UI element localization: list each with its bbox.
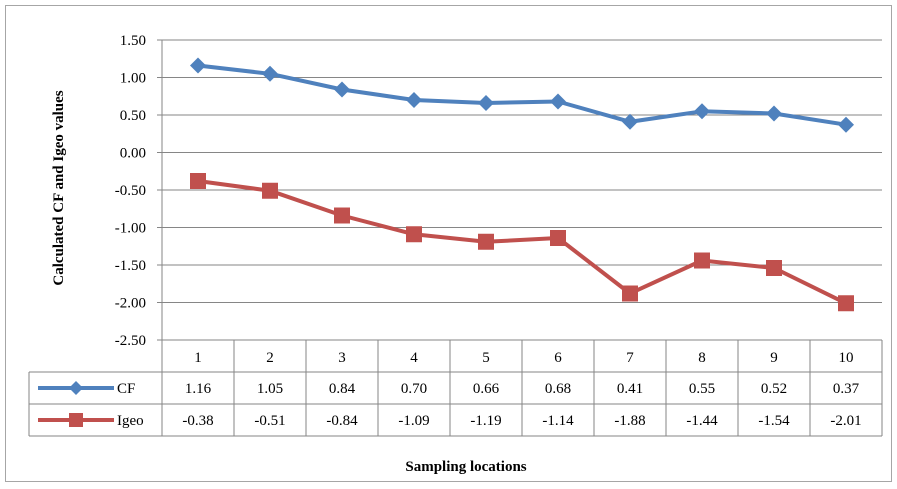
legend-label: Igeo	[117, 413, 144, 429]
data-table-cell: -1.54	[758, 413, 790, 429]
data-table-cell: 0.41	[617, 381, 643, 397]
data-table-cell: -1.09	[398, 413, 429, 429]
data-table-cell: 0.66	[473, 381, 500, 397]
data-table-cell: 1.16	[185, 381, 212, 397]
data-table-cell: 0.84	[329, 381, 356, 397]
y-tick-label: -1.50	[115, 258, 146, 274]
data-point	[334, 208, 350, 224]
x-tick-label: 4	[410, 350, 418, 366]
data-table-cell: -1.19	[470, 413, 501, 429]
data-table-cell: -0.38	[182, 413, 213, 429]
data-table-cell: 0.55	[689, 381, 715, 397]
data-point	[838, 295, 854, 311]
data-point	[550, 230, 566, 246]
data-table-cell: 0.70	[401, 381, 427, 397]
y-tick-label: 1.00	[120, 71, 146, 87]
data-point	[766, 260, 782, 276]
x-tick-label: 1	[194, 350, 202, 366]
y-tick-label: -2.00	[115, 296, 146, 312]
x-tick-label: 2	[266, 350, 274, 366]
x-tick-label: 3	[338, 350, 346, 366]
data-table-cell: -1.14	[542, 413, 574, 429]
data-point	[478, 234, 494, 250]
data-table-cell: -0.84	[326, 413, 358, 429]
data-point	[694, 253, 710, 269]
data-point	[622, 286, 638, 302]
y-tick-label: -2.50	[115, 333, 146, 349]
x-tick-label: 5	[482, 350, 490, 366]
y-tick-label: -1.00	[115, 221, 146, 237]
y-tick-label: -0.50	[115, 183, 146, 199]
data-table-cell: -2.01	[830, 413, 861, 429]
legend-marker	[69, 413, 83, 427]
y-tick-label: 0.00	[120, 146, 146, 162]
data-table-cell: -1.88	[614, 413, 645, 429]
x-tick-label: 6	[554, 350, 562, 366]
legend-label: CF	[117, 381, 135, 397]
data-table-cell: -0.51	[254, 413, 285, 429]
data-point	[406, 226, 422, 242]
data-point	[262, 183, 278, 199]
x-tick-label: 8	[698, 350, 706, 366]
data-table-cell: 1.05	[257, 381, 283, 397]
data-point	[190, 173, 206, 189]
y-tick-label: 1.50	[120, 33, 146, 49]
data-table-cell: 0.52	[761, 381, 787, 397]
data-table-cell: -1.44	[686, 413, 718, 429]
y-axis-title: Calculated CF and Igeo values	[51, 90, 67, 285]
data-table-cell: 0.68	[545, 381, 571, 397]
data-table-cell: 0.37	[833, 381, 860, 397]
x-tick-label: 7	[626, 350, 634, 366]
x-tick-label: 10	[839, 350, 854, 366]
x-axis-title: Sampling locations	[405, 459, 526, 475]
y-tick-label: 0.50	[120, 108, 146, 124]
x-tick-label: 9	[770, 350, 778, 366]
